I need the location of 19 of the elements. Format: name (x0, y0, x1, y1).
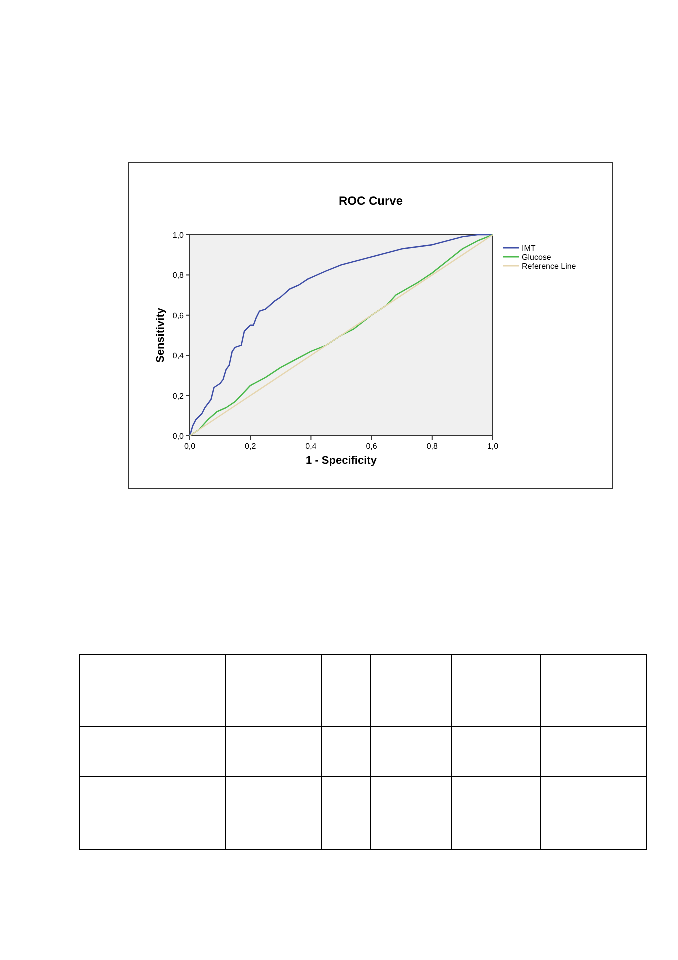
legend-label: Reference Line (522, 262, 577, 271)
y-tick-label: 0,4 (172, 352, 185, 361)
y-tick-label: 1,0 (172, 231, 185, 240)
y-tick-label: 0,2 (172, 392, 185, 401)
x-tick-label: 0,2 (245, 442, 257, 451)
line-series (189, 234, 494, 437)
y-tick-label: 0,0 (172, 432, 185, 441)
legend-label: IMT (522, 244, 536, 253)
x-axis-title: 1 - Specificity (306, 455, 378, 467)
x-tick-label: 0,8 (426, 442, 439, 451)
x-tick-label: 0,0 (184, 442, 196, 451)
y-tick-label: 0,6 (172, 311, 185, 320)
legend-label: Glucose (522, 253, 552, 262)
y-tick-label: 0,8 (172, 271, 185, 280)
chart-title: ROC Curve (338, 194, 404, 208)
x-tick-label: 1,0 (487, 442, 500, 451)
y-axis-title: Sensitivity (155, 307, 167, 364)
x-tick-label: 0,4 (306, 442, 318, 451)
x-tick-label: 0,6 (366, 442, 378, 451)
